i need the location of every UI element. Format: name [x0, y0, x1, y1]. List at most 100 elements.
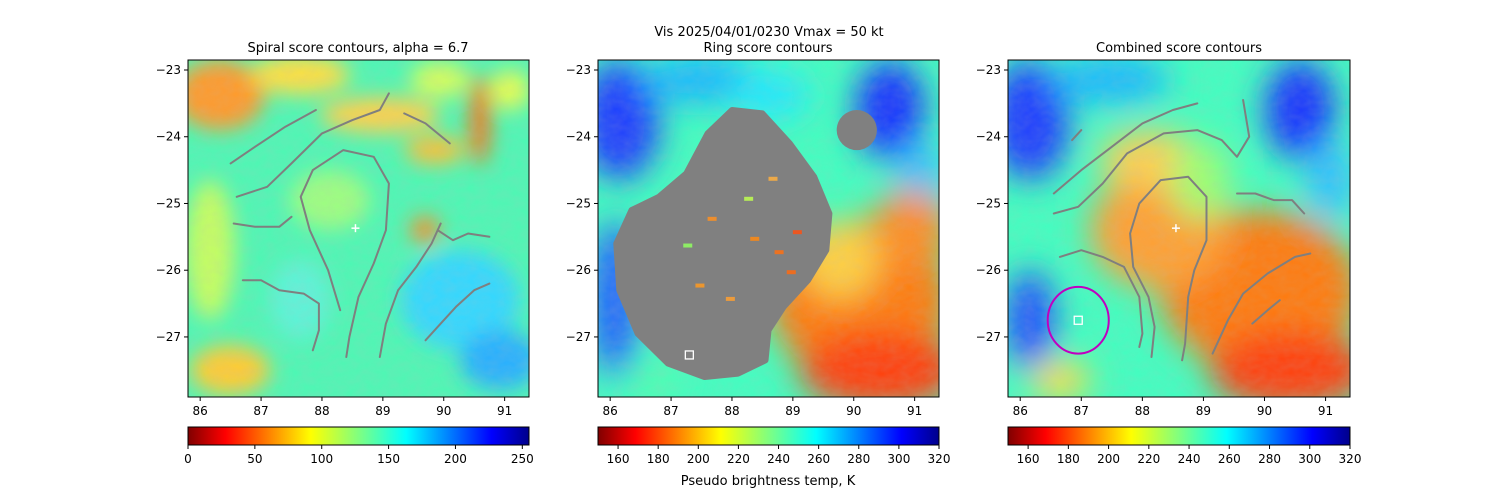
panel-spiral: Spiral score contours, alpha = 6.7 [156, 41, 534, 466]
colorbar-tick-label: 240 [1178, 452, 1201, 466]
y-tick-label: −24 [976, 130, 1001, 144]
colorbar-tick-label: 260 [1218, 452, 1241, 466]
colorbar-tick-label: 300 [887, 452, 910, 466]
ring-score-speck [774, 250, 784, 255]
panel-combined-frame [1007, 59, 1351, 398]
x-tick-label: 89 [785, 404, 800, 418]
panel-spiral-x-axis: 86 87 88 89 90 91 [193, 397, 512, 418]
y-tick-label: −27 [156, 330, 181, 344]
x-tick-label: 91 [1318, 404, 1333, 418]
contour-line [378, 222, 442, 358]
x-tick-label: 87 [1074, 404, 1089, 418]
colorbar-tick-label: 200 [687, 452, 710, 466]
x-tick-label: 91 [497, 404, 512, 418]
y-tick-label: −23 [566, 63, 591, 77]
ring-score-speck [768, 176, 778, 181]
panel-spiral-contours [229, 92, 491, 358]
panel-combined: Combined score contours 86 87 88 89 90 91 [976, 41, 1362, 466]
ring-score-mask [613, 107, 833, 380]
candidate-circle [1046, 285, 1110, 355]
ring-score-speck [744, 196, 754, 201]
x-tick-label: 86 [193, 404, 208, 418]
colorbar-tick-label: 50 [247, 452, 262, 466]
colorbar-tick-label: 260 [807, 452, 830, 466]
contour-line [1251, 299, 1281, 325]
panel-spiral-title: Spiral score contours, alpha = 6.7 [247, 41, 468, 56]
contour-line [1052, 99, 1251, 215]
center-marker-plus [1171, 224, 1180, 233]
panel-spiral-y-axis: −23 −24 −25 −26 −27 [156, 63, 188, 344]
y-tick-label: −26 [566, 263, 591, 277]
y-tick-label: −26 [156, 263, 181, 277]
y-tick-label: −23 [156, 63, 181, 77]
panel-ring-x-axis: 86 87 88 89 90 91 [603, 397, 922, 418]
x-tick-label: 90 [436, 404, 451, 418]
ring-score-speck [786, 270, 796, 275]
contour-line [424, 282, 491, 342]
contour-line [299, 149, 390, 358]
x-tick-label: 91 [907, 404, 922, 418]
figure-suptitle: Vis 2025/04/01/0230 Vmax = 50 kt [654, 25, 883, 40]
panel-combined-colorbar: 160 180 200 220 240 260 280 300 320 [1007, 426, 1362, 466]
colorbar-tick-label: 200 [444, 452, 467, 466]
contour-line [229, 109, 317, 165]
colorbar-tick-label: 240 [767, 452, 790, 466]
colorbar-tick-label: 200 [1097, 452, 1120, 466]
x-tick-label: 88 [1135, 404, 1150, 418]
colorbar-tick-label: 180 [647, 452, 670, 466]
colorbar-tick-label: 320 [1339, 452, 1362, 466]
contour-line [232, 215, 293, 228]
x-tick-label: 86 [603, 404, 618, 418]
panel-combined-contours [1052, 99, 1312, 362]
panel-spiral-image [188, 60, 529, 397]
ring-score-speck [750, 236, 760, 241]
y-tick-label: −25 [976, 196, 1001, 210]
colorbar-tick-label: 280 [847, 452, 870, 466]
colorbar-tick-label: 150 [377, 452, 400, 466]
y-tick-label: −25 [156, 196, 181, 210]
x-tick-label: 89 [1196, 404, 1211, 418]
panel-ring-image [598, 60, 939, 397]
box-marker [684, 350, 694, 360]
colorbar-tick-label: 220 [727, 452, 750, 466]
contour-line [241, 279, 320, 352]
y-tick-label: −27 [566, 330, 591, 344]
x-tick-label: 88 [314, 404, 329, 418]
colorbar-tick-label: 0 [184, 452, 192, 466]
contour-line [403, 112, 451, 145]
panel-spiral-frame [187, 59, 530, 398]
center-marker-plus [351, 224, 360, 233]
x-tick-label: 88 [724, 404, 739, 418]
colorbar-tick-label: 320 [928, 452, 951, 466]
y-tick-label: −24 [566, 130, 591, 144]
contour-line [235, 92, 390, 198]
panel-ring-title: Ring score contours [703, 41, 832, 56]
y-tick-label: −26 [976, 263, 1001, 277]
panel-ring: Ring score contours 86 87 88 89 90 91 −23 [566, 41, 951, 489]
ring-score-speck [695, 283, 705, 288]
ring-score-speck [792, 230, 802, 235]
contour-line [1071, 129, 1083, 142]
contour-line [1236, 192, 1306, 215]
x-tick-label: 90 [1257, 404, 1272, 418]
colorbar-tick-label: 300 [1298, 452, 1321, 466]
contour-line [1129, 175, 1208, 362]
panel-ring-colorbar: 160 180 200 220 240 260 280 300 320 [597, 426, 951, 466]
panel-ring-frame [597, 59, 940, 398]
panel-combined-y-axis: −23 −24 −25 −26 −27 [976, 63, 1008, 344]
x-tick-label: 89 [375, 404, 390, 418]
panel-combined-image [1008, 60, 1350, 397]
x-tick-label: 90 [846, 404, 861, 418]
x-tick-label: 87 [253, 404, 268, 418]
contour-line [1052, 102, 1199, 195]
colorbar-tick-label: 220 [1137, 452, 1160, 466]
panel-ring-y-axis: −23 −24 −25 −26 −27 [566, 63, 598, 344]
ring-score-blob [836, 110, 877, 151]
colorbar-tick-label: 250 [511, 452, 534, 466]
colorbar-tick-label: 180 [1057, 452, 1080, 466]
colorbar-tick-label: 160 [1017, 452, 1040, 466]
y-tick-label: −25 [566, 196, 591, 210]
box-marker [1073, 315, 1083, 325]
colorbar-tick-label: 280 [1258, 452, 1281, 466]
